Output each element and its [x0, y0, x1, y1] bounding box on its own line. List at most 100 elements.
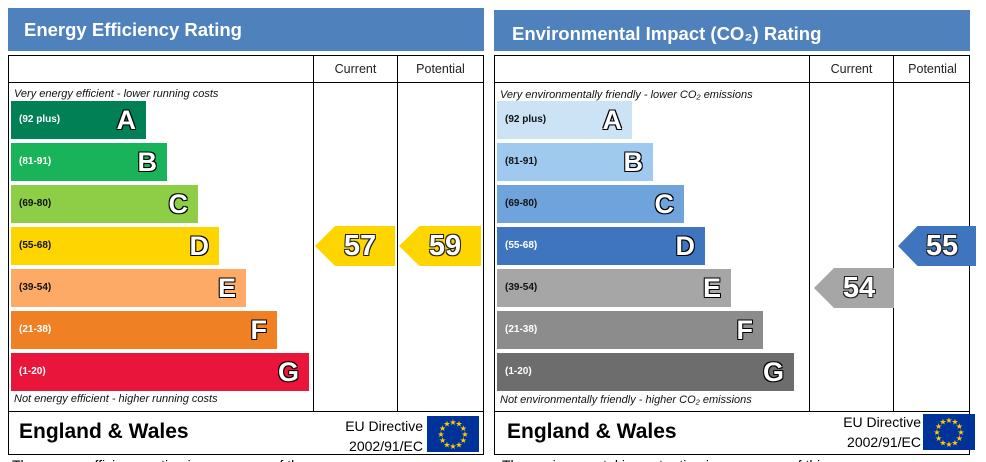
- band-g: (1-20) G: [497, 353, 794, 391]
- eu-star-icon: ★: [455, 420, 462, 429]
- eu-star-icon: ★: [951, 418, 958, 427]
- directive-line-2: 2002/91/EC: [349, 438, 423, 454]
- bottom-caption: Not environmentally friendly - higher CO…: [500, 394, 752, 406]
- band-letter: G: [277, 357, 299, 387]
- eu-star-icon: ★: [957, 428, 964, 437]
- region-label: England & Wales: [507, 420, 677, 443]
- eu-directive-label: EU Directive 2002/91/EC: [815, 412, 921, 452]
- band-range-label: (39-54): [19, 282, 52, 293]
- band-d: (55-68) D: [497, 227, 705, 265]
- eu-flag-icon: ★ ★ ★ ★ ★ ★ ★ ★ ★ ★ ★ ★: [923, 414, 975, 450]
- band-b: (81-91) B: [497, 143, 653, 181]
- eu-directive-label: EU Directive 2002/91/EC: [319, 416, 423, 456]
- eu-star-icon: ★: [933, 428, 940, 437]
- eu-flag-icon: ★ ★ ★ ★ ★ ★ ★ ★ ★ ★ ★ ★: [427, 416, 479, 452]
- eu-star-icon: ★: [935, 422, 942, 431]
- energy-rating-panel: Energy Efficiency Rating Current Potenti…: [8, 8, 484, 455]
- current-column-header: Current: [830, 62, 873, 76]
- eu-star-icon: ★: [449, 442, 456, 451]
- band-range-label: (1-20): [505, 366, 532, 377]
- eu-star-icon: ★: [945, 416, 952, 425]
- band-range-label: (92 plus): [505, 114, 547, 125]
- column-divider: [809, 56, 810, 412]
- directive-line-1: EU Directive: [345, 418, 423, 434]
- band-range-label: (69-80): [505, 198, 538, 209]
- eu-star-icon: ★: [956, 434, 963, 443]
- energy-chart-frame: Current Potential Very energy efficient …: [8, 55, 484, 455]
- band-range-label: (1-20): [19, 366, 46, 377]
- band-letter: E: [217, 273, 236, 303]
- band-g: (1-20) G: [11, 353, 309, 391]
- eu-star-icon: ★: [449, 418, 456, 427]
- band-range-label: (81-91): [505, 156, 538, 167]
- band-letter: D: [189, 231, 210, 261]
- band-e: (39-54) E: [497, 269, 731, 307]
- band-b: (81-91) B: [11, 143, 167, 181]
- current-column-header: Current: [334, 62, 377, 76]
- eu-star-icon: ★: [443, 440, 450, 449]
- potential-rating-arrow: 59: [399, 226, 481, 266]
- header-rule: [495, 82, 969, 83]
- current-rating-arrow: 57: [315, 226, 395, 266]
- band-a: (92 plus) A: [497, 101, 632, 139]
- eu-star-icon: ★: [443, 420, 450, 429]
- header-rule: [9, 82, 483, 83]
- band-e: (39-54) E: [11, 269, 246, 307]
- band-range-label: (81-91): [19, 156, 52, 167]
- band-range-label: (39-54): [505, 282, 538, 293]
- band-letter: E: [702, 273, 721, 303]
- eu-star-icon: ★: [951, 438, 958, 447]
- eu-star-icon: ★: [935, 434, 942, 443]
- band-range-label: (21-38): [505, 324, 538, 335]
- eu-star-icon: ★: [437, 430, 444, 439]
- top-caption: Very energy efficient - lower running co…: [14, 88, 219, 100]
- energy-explanation-text: The energy efficiency rating is a measur…: [12, 454, 482, 462]
- current-rating-arrow: 54: [814, 268, 894, 308]
- environmental-title: Environmental Impact (CO₂) Rating: [494, 10, 970, 51]
- band-letter: G: [762, 357, 784, 387]
- potential-column-header: Potential: [416, 62, 465, 76]
- environmental-rating-panel: Environmental Impact (CO₂) Rating Curren…: [494, 8, 976, 455]
- band-f: (21-38) F: [497, 311, 763, 349]
- footer-rule: [495, 411, 969, 412]
- band-letter: F: [250, 315, 268, 345]
- band-letter: A: [116, 105, 137, 135]
- directive-line-1: EU Directive: [843, 414, 921, 430]
- eu-star-icon: ★: [939, 418, 946, 427]
- top-caption: Very environmentally friendly - lower CO…: [500, 89, 753, 101]
- column-divider: [397, 56, 398, 412]
- eu-star-icon: ★: [956, 422, 963, 431]
- eu-star-icon: ★: [460, 436, 467, 445]
- eu-star-icon: ★: [460, 424, 467, 433]
- environmental-chart-frame: Current Potential Very environmentally f…: [494, 55, 976, 455]
- column-divider: [313, 56, 314, 412]
- band-a: (92 plus) A: [11, 101, 146, 139]
- band-letter: A: [602, 105, 623, 135]
- band-letter: C: [654, 189, 675, 219]
- region-label: England & Wales: [19, 420, 189, 443]
- environmental-explanation-text: The environmental impact rating is a mea…: [502, 454, 972, 462]
- directive-line-2: 2002/91/EC: [847, 434, 921, 450]
- eu-star-icon: ★: [461, 430, 468, 439]
- energy-title: Energy Efficiency Rating: [8, 8, 484, 51]
- column-divider: [893, 56, 894, 412]
- potential-column-header: Potential: [908, 62, 957, 76]
- band-letter: F: [736, 315, 754, 345]
- band-letter: C: [168, 189, 189, 219]
- band-letter: D: [675, 231, 696, 261]
- bottom-caption: Not energy efficient - higher running co…: [14, 393, 218, 405]
- eu-star-icon: ★: [439, 424, 446, 433]
- eu-star-icon: ★: [939, 438, 946, 447]
- band-range-label: (92 plus): [19, 114, 61, 125]
- footer-rule: [9, 411, 483, 412]
- band-range-label: (21-38): [19, 324, 52, 335]
- band-range-label: (55-68): [19, 240, 52, 251]
- band-range-label: (55-68): [505, 240, 538, 251]
- band-c: (69-80) C: [11, 185, 198, 223]
- eu-star-icon: ★: [439, 436, 446, 445]
- band-letter: B: [623, 147, 644, 177]
- eu-star-icon: ★: [455, 440, 462, 449]
- band-d: (55-68) D: [11, 227, 219, 265]
- band-letter: B: [137, 147, 158, 177]
- band-range-label: (69-80): [19, 198, 52, 209]
